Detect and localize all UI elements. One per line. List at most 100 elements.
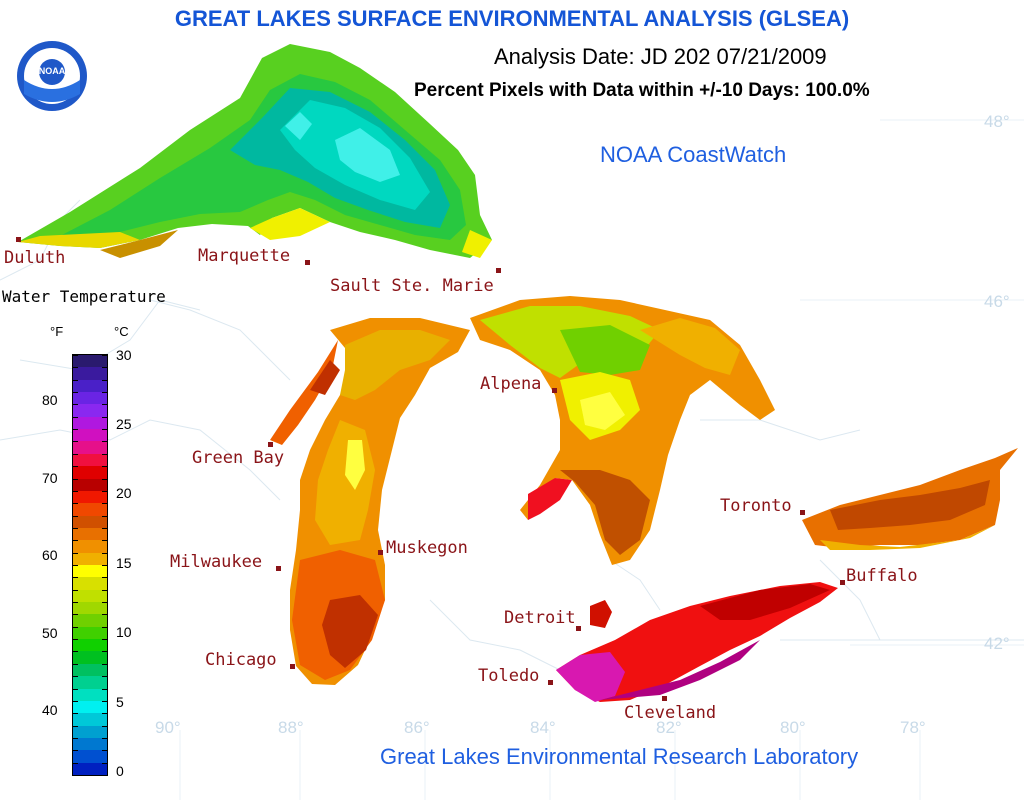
legend-swatch <box>73 738 107 751</box>
legend-tickmark <box>73 590 78 591</box>
legend-tickmark <box>73 404 78 405</box>
legend-swatch <box>73 429 107 442</box>
legend-tickmark <box>102 466 107 467</box>
legend-tickmark <box>102 503 107 504</box>
legend-tickmark <box>102 614 107 615</box>
lon-label-86: 86° <box>404 718 430 738</box>
legend-tickmark <box>102 491 107 492</box>
legend-swatch <box>73 466 107 479</box>
legend-tickmark <box>73 577 78 578</box>
legend-tickmark <box>102 417 107 418</box>
city-label-alpena: Alpena <box>480 374 541 394</box>
legend-swatch <box>73 577 107 590</box>
city-dot-muskegon <box>378 550 383 555</box>
legend-c-tick: 10 <box>116 624 132 640</box>
city-label-toronto: Toronto <box>720 496 792 516</box>
legend-tickmark <box>73 627 78 628</box>
city-label-sault: Sault Ste. Marie <box>330 276 494 296</box>
map-title: GREAT LAKES SURFACE ENVIRONMENTAL ANALYS… <box>0 6 1024 32</box>
analysis-date: Analysis Date: JD 202 07/21/2009 <box>494 44 827 70</box>
legend-color-bar <box>72 354 108 776</box>
legend-tickmark <box>102 775 107 776</box>
city-dot-sault <box>496 268 501 273</box>
legend-swatch <box>73 664 107 677</box>
legend-tickmark <box>73 355 78 356</box>
legend-swatch <box>73 627 107 640</box>
legend-swatch <box>73 479 107 492</box>
lake-superior <box>18 44 492 258</box>
legend-swatch <box>73 750 107 763</box>
legend-tickmark <box>73 750 78 751</box>
legend-tickmark <box>73 380 78 381</box>
noaa-logo: NOAA <box>16 40 88 112</box>
legend-swatch <box>73 602 107 615</box>
city-dot-chicago <box>290 664 295 669</box>
legend-swatch <box>73 614 107 627</box>
legend-tickmark <box>73 713 78 714</box>
legend-c-unit: °C <box>114 324 129 339</box>
legend-tickmark <box>73 441 78 442</box>
legend-tickmark <box>73 466 78 467</box>
lake-ontario <box>802 448 1018 550</box>
city-dot-duluth <box>16 237 21 242</box>
legend-tickmark <box>102 577 107 578</box>
legend-tickmark <box>73 417 78 418</box>
legend-tickmark <box>102 602 107 603</box>
legend-title: Water Temperature <box>2 287 166 306</box>
legend-c-tick: 25 <box>116 416 132 432</box>
city-dot-buffalo <box>840 580 845 585</box>
legend-tickmark <box>102 355 107 356</box>
legend-swatch <box>73 553 107 566</box>
legend-tickmark <box>102 565 107 566</box>
lake-michigan <box>270 318 470 685</box>
legend-tickmark <box>102 627 107 628</box>
lat-label-42: 42° <box>984 634 1010 654</box>
city-dot-greenbay <box>268 442 273 447</box>
city-dot-cleveland <box>662 696 667 701</box>
lake-erie <box>556 582 838 702</box>
logo-text: NOAA <box>34 66 70 76</box>
legend-tickmark <box>102 392 107 393</box>
legend-tickmark <box>73 528 78 529</box>
legend-c-tick: 0 <box>116 763 124 779</box>
city-label-cleveland: Cleveland <box>624 703 716 723</box>
legend-swatch <box>73 516 107 529</box>
legend-swatch <box>73 528 107 541</box>
legend-tickmark <box>102 528 107 529</box>
lon-label-84: 84° <box>530 718 556 738</box>
legend-swatch <box>73 676 107 689</box>
legend-tickmark <box>102 763 107 764</box>
city-label-detroit: Detroit <box>504 608 576 628</box>
legend-tickmark <box>73 392 78 393</box>
legend-tickmark <box>73 367 78 368</box>
legend-tickmark <box>73 701 78 702</box>
city-label-duluth: Duluth <box>4 248 65 268</box>
city-label-greenbay: Green Bay <box>192 448 284 468</box>
legend-tickmark <box>102 553 107 554</box>
city-label-buffalo: Buffalo <box>846 566 918 586</box>
legend-swatch <box>73 726 107 739</box>
legend-tickmark <box>73 763 78 764</box>
legend-tickmark <box>102 676 107 677</box>
legend-swatch <box>73 689 107 702</box>
legend-tickmark <box>73 664 78 665</box>
legend-f-tick: 50 <box>42 625 58 641</box>
city-dot-detroit <box>576 626 581 631</box>
legend-swatch <box>73 392 107 405</box>
legend-tickmark <box>73 553 78 554</box>
legend-tickmark <box>73 540 78 541</box>
legend-tickmark <box>73 775 78 776</box>
legend-swatch <box>73 367 107 380</box>
city-dot-toledo <box>548 680 553 685</box>
legend-tickmark <box>102 454 107 455</box>
legend-tickmark <box>102 429 107 430</box>
legend-f-unit: °F <box>50 324 63 339</box>
percent-pixels: Percent Pixels with Data within +/-10 Da… <box>414 80 870 102</box>
city-label-milwaukee: Milwaukee <box>170 552 262 572</box>
legend-tickmark <box>73 429 78 430</box>
lon-label-88: 88° <box>278 718 304 738</box>
legend-f-tick: 40 <box>42 702 58 718</box>
legend-c-tick: 30 <box>116 347 132 363</box>
city-label-marquette: Marquette <box>198 246 290 266</box>
legend-f-tick: 60 <box>42 547 58 563</box>
